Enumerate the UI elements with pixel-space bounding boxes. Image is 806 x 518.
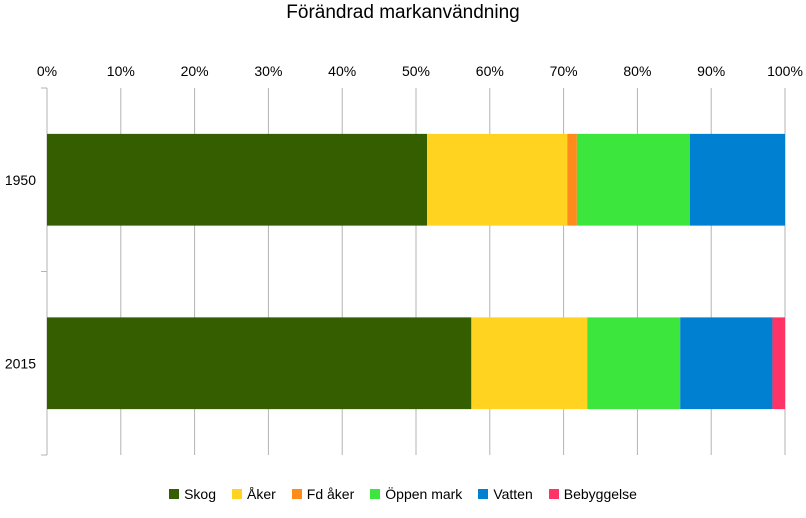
bar-1950--ker — [427, 133, 568, 226]
bar-1950-fd-ker — [567, 133, 577, 226]
x-tick-label: 100% — [767, 63, 803, 79]
legend: Skog Åker Fd åker Öppen mark Vatten Bebyggels… — [0, 486, 806, 502]
y-tick-label: 1950 — [5, 172, 36, 188]
chart-title: Förändrad markanvändning — [286, 2, 520, 23]
bar-1950--ppen-mark — [576, 133, 690, 226]
x-tick-label: 50% — [402, 63, 430, 79]
x-tick-label: 20% — [181, 63, 209, 79]
legend-swatch — [370, 489, 381, 499]
bar-1950-skog — [47, 133, 428, 226]
legend-label: Vatten — [493, 486, 533, 502]
legend-item: Skog — [169, 486, 216, 502]
x-tick-label: 90% — [697, 63, 725, 79]
legend-swatch — [478, 489, 489, 499]
legend-item: Åker — [232, 486, 276, 502]
x-tick-label: 30% — [254, 63, 282, 79]
legend-label: Öppen mark — [385, 486, 463, 502]
legend-item: Bebyggelse — [548, 486, 637, 502]
legend-label: Fd åker — [306, 486, 355, 502]
bar-1950-vatten — [689, 133, 785, 226]
x-tick-label: 80% — [623, 63, 651, 79]
legend-swatch — [291, 489, 302, 499]
legend-item: Fd åker — [291, 486, 355, 502]
x-tick-label: 60% — [476, 63, 504, 79]
x-tick-label: 40% — [328, 63, 356, 79]
legend-swatch — [232, 489, 242, 499]
chart-plot: 0% 10% 20% 30% 40% 50% 60% 70% 80% 90% 100% 1950 201… — [5, 63, 803, 456]
y-tick-label: 2015 — [5, 355, 36, 371]
bar-2015-bebyggelse — [772, 317, 785, 410]
x-tick-label: 10% — [107, 63, 135, 79]
bar-2015-vatten — [680, 317, 773, 410]
x-tick-label: 0% — [37, 63, 57, 79]
bar-2015--ppen-mark — [587, 317, 681, 410]
legend-label: Åker — [247, 486, 276, 502]
legend-swatch — [548, 489, 559, 499]
legend-label: Skog — [184, 486, 216, 502]
bar-2015-skog — [47, 317, 472, 410]
legend-swatch — [169, 489, 180, 499]
x-tick-label: 70% — [550, 63, 578, 79]
legend-item: Vatten — [478, 486, 533, 502]
legend-label: Bebyggelse — [563, 486, 637, 502]
bar-2015--ker — [471, 317, 588, 410]
legend-item: Öppen mark — [370, 486, 462, 502]
